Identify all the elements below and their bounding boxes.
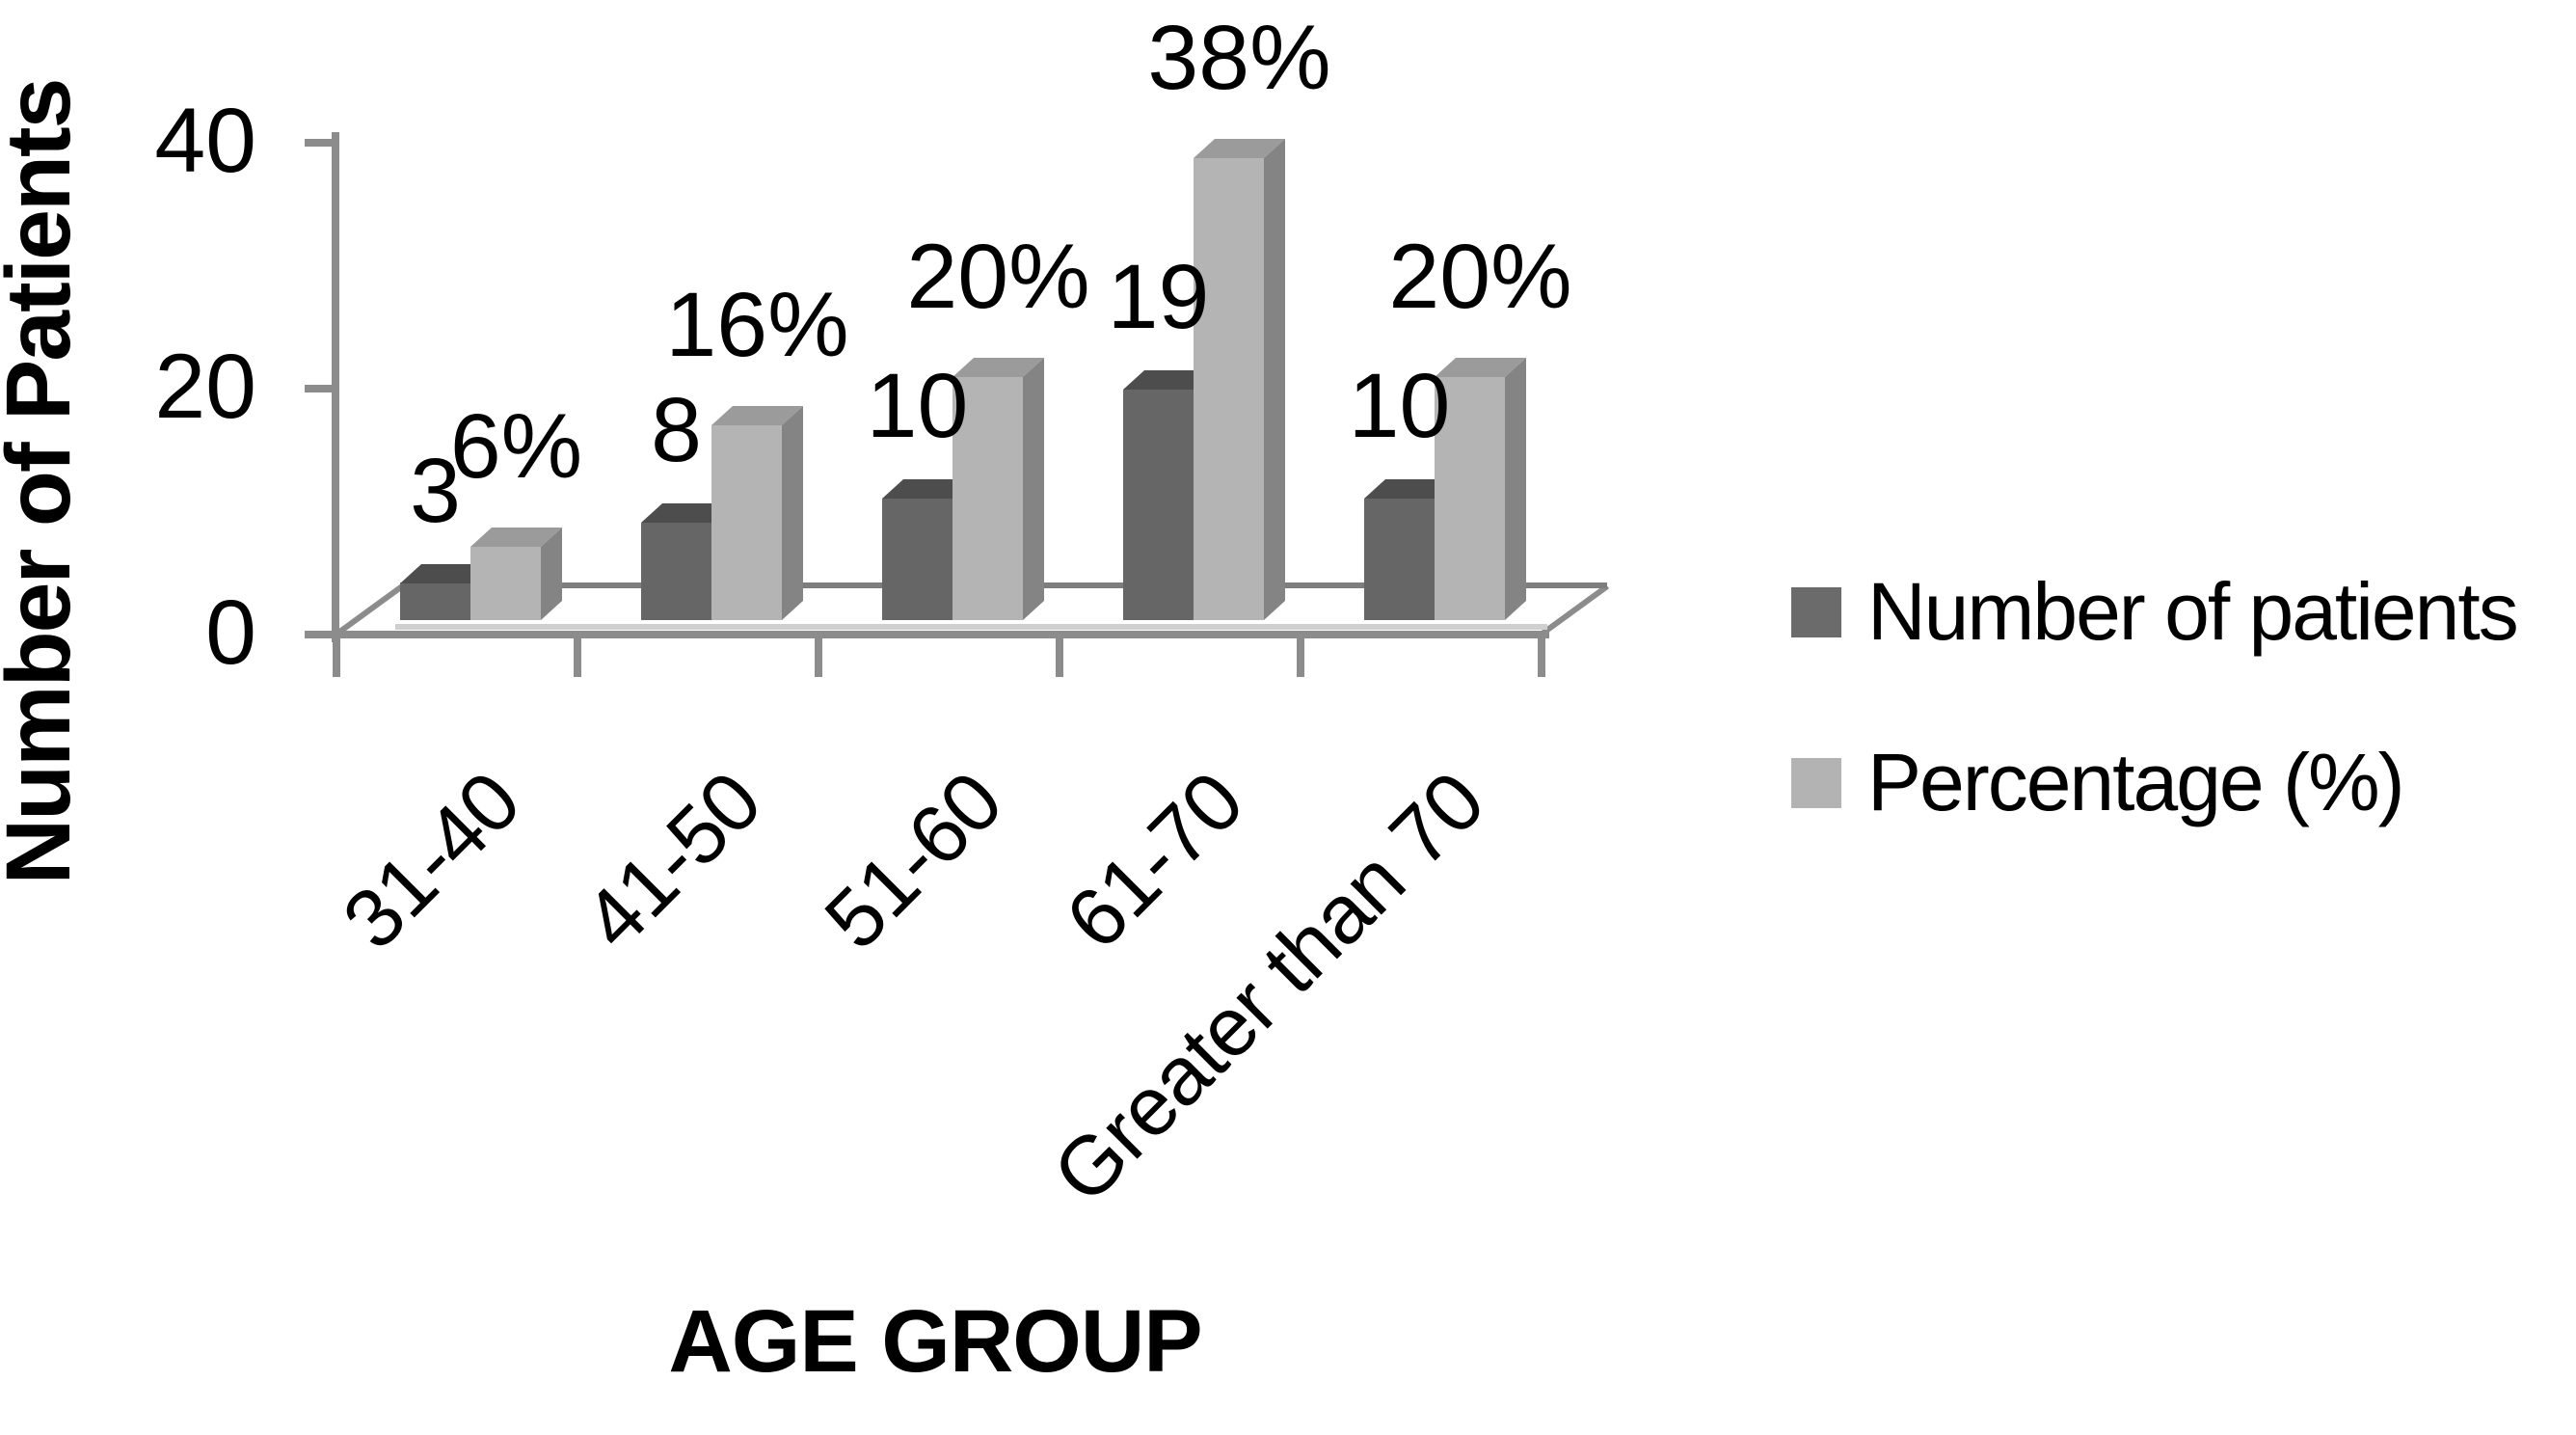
data-label: 10: [1348, 355, 1451, 457]
bar-front-face: [953, 377, 1023, 620]
bar-top-face: [711, 406, 803, 425]
data-label: 10: [866, 355, 969, 457]
x-axis-tick: [1056, 638, 1063, 677]
legend-item-percentage: Percentage (%): [1791, 732, 2405, 833]
x-axis-title: AGE GROUP: [668, 1292, 1202, 1391]
legend-item-number-of-patients: Number of patients: [1791, 561, 2519, 663]
bar-side-face: [541, 528, 562, 620]
bar-side-face: [1264, 139, 1285, 620]
x-axis-tick: [1538, 638, 1545, 677]
bar-top-face: [400, 564, 492, 583]
y-tick-label: 40: [154, 90, 256, 192]
data-label: 20%: [906, 226, 1090, 328]
data-label: 16%: [665, 274, 849, 376]
y-tick-label: 20: [154, 336, 256, 438]
bar-front-face: [400, 583, 470, 620]
y-axis-tick: [305, 631, 337, 638]
legend-swatch-light-icon: [1791, 757, 1841, 808]
bar-top-face: [1123, 370, 1215, 390]
bar-top-face: [1194, 139, 1285, 158]
x-axis-tick: [1297, 638, 1304, 677]
bar-front-face: [1194, 158, 1264, 620]
bar-front-face: [1435, 377, 1505, 620]
y-axis-tick: [305, 385, 337, 393]
data-label: 8: [651, 379, 702, 481]
data-label: 20%: [1388, 226, 1572, 328]
x-axis-tick: [815, 638, 822, 677]
bar-front-face: [1123, 390, 1194, 620]
bar-side-face: [1505, 358, 1526, 620]
data-label: 38%: [1147, 7, 1331, 109]
y-tick-label: 0: [205, 582, 256, 684]
bar-side-face: [782, 406, 803, 620]
bar-side-face: [1023, 358, 1044, 620]
y-axis-tick: [305, 139, 337, 147]
bar-front-face: [711, 425, 782, 620]
data-label: 6%: [449, 395, 583, 498]
legend-swatch-dark-icon: [1791, 586, 1841, 637]
bar-top-face: [953, 358, 1044, 377]
x-axis-line: [332, 631, 1549, 638]
bar-front-face: [470, 547, 541, 620]
bar-top-face: [882, 479, 974, 499]
bar-front-face: [882, 499, 953, 620]
bar-top-face: [1364, 479, 1456, 499]
legend-label: Percentage (%): [1867, 737, 2405, 827]
floor-front-highlight: [395, 624, 1547, 630]
data-label: 3: [410, 440, 461, 542]
bar-top-face: [641, 503, 733, 523]
bar-top-face: [470, 528, 562, 547]
x-axis-tick: [333, 638, 340, 677]
bar-front-face: [641, 523, 711, 620]
data-label: 19: [1107, 246, 1210, 348]
bar-chart-figure: Number of Patients 0 20 40 3 6% 8 16% 10 20% 19 38…: [0, 7, 2519, 1391]
bar-front-face: [1364, 499, 1435, 620]
legend-label: Number of patients: [1867, 566, 2519, 657]
x-axis-tick: [574, 638, 581, 677]
bar-top-face: [1435, 358, 1526, 377]
